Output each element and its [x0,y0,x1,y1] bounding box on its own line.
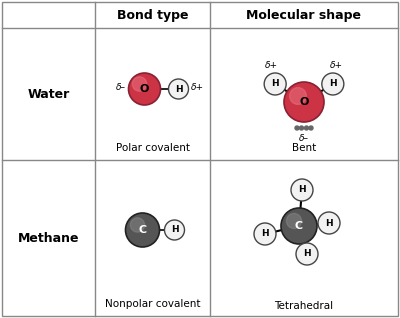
Circle shape [286,213,302,229]
Text: H: H [325,218,333,227]
Circle shape [281,208,317,244]
Circle shape [300,126,304,130]
Text: δ+: δ+ [190,84,204,93]
Circle shape [284,82,324,122]
Text: H: H [303,250,311,259]
Text: Bond type: Bond type [117,9,188,22]
Text: δ–: δ– [116,84,126,93]
Circle shape [126,213,160,247]
Text: Bent: Bent [292,143,316,153]
Text: O: O [299,97,309,107]
Circle shape [309,126,313,130]
Text: Nonpolar covalent: Nonpolar covalent [105,299,200,309]
Circle shape [318,212,340,234]
Circle shape [295,126,299,130]
Circle shape [290,87,306,104]
Circle shape [296,243,318,265]
Text: C: C [295,221,303,231]
Text: Water: Water [27,87,70,100]
Text: H: H [261,230,269,238]
Circle shape [264,73,286,95]
Circle shape [168,79,188,99]
Text: C: C [138,225,146,235]
Circle shape [322,73,344,95]
Circle shape [128,73,160,105]
Text: H: H [271,80,279,88]
Text: Molecular shape: Molecular shape [246,9,362,22]
Text: H: H [329,80,337,88]
Text: H: H [171,225,178,234]
Circle shape [304,126,308,130]
Text: Methane: Methane [18,232,79,245]
Circle shape [130,218,145,232]
Text: H: H [298,185,306,195]
Text: δ+: δ+ [330,61,343,70]
Circle shape [291,179,313,201]
Text: O: O [140,84,149,94]
Text: Polar covalent: Polar covalent [116,143,190,153]
Circle shape [164,220,184,240]
Text: H: H [175,85,182,93]
Text: δ–: δ– [299,134,309,143]
Text: δ+: δ+ [265,61,278,70]
Text: Tetrahedral: Tetrahedral [274,301,334,311]
Circle shape [254,223,276,245]
Circle shape [132,77,147,91]
